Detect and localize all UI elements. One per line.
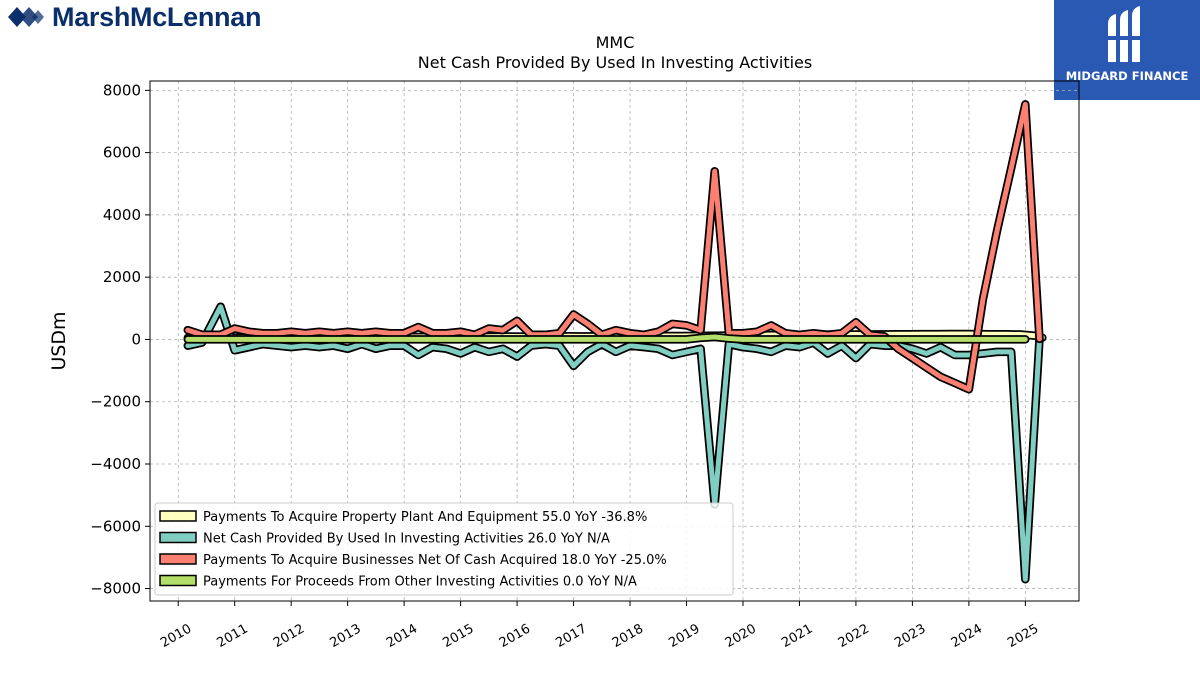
midgard-badge: MIDGARD FINANCE — [1054, 0, 1200, 100]
brand-logo: MarshMcLennan — [6, 2, 261, 32]
chart-subtitle: Net Cash Provided By Used In Investing A… — [418, 53, 812, 72]
x-tick-label: 2022 — [836, 621, 872, 651]
y-tick-label: 6000 — [103, 144, 141, 162]
legend-label: Net Cash Provided By Used In Investing A… — [203, 532, 610, 547]
series-2-line — [185, 101, 1042, 392]
x-tick-label: 2020 — [723, 621, 759, 651]
y-tick-label: 4000 — [103, 206, 141, 224]
x-tick-label: 2016 — [497, 621, 533, 651]
y-tick-label: −6000 — [90, 517, 141, 535]
y-tick-label: −4000 — [90, 455, 141, 473]
y-tick-label: −2000 — [90, 393, 141, 411]
x-tick-label: 2013 — [327, 621, 363, 651]
midgard-name: MIDGARD FINANCE — [1065, 69, 1189, 83]
x-tick-label: 2011 — [215, 621, 251, 651]
legend-swatch — [159, 553, 197, 565]
legend-label: Payments To Acquire Businesses Net Of Ca… — [203, 553, 667, 568]
plot-frame — [149, 80, 1080, 602]
series-lines — [183, 100, 1047, 584]
brand-name: MarshMcLennan — [52, 1, 262, 32]
x-tick-label: 2010 — [158, 621, 194, 651]
series-3-line — [185, 334, 1028, 342]
x-tick-label: 2014 — [384, 621, 420, 651]
y-tick-label: 2000 — [103, 268, 141, 286]
x-tick-label: 2015 — [440, 621, 476, 651]
marshmclennan-logo-icon — [8, 7, 44, 27]
y-tick-label: 0 — [131, 330, 141, 348]
x-tick-label: 2023 — [892, 621, 928, 651]
x-tick-label: 2012 — [271, 621, 307, 651]
y-axis-label: USDm — [48, 311, 70, 370]
x-tick-label: 2021 — [779, 621, 815, 651]
x-axis: 2010 2011 2012 2013 2014 2015 2016 2017 2018 2019… — [158, 601, 1041, 651]
legend: Payments To Acquire Property Plant And E… — [154, 502, 734, 596]
legend-swatch — [159, 574, 197, 587]
y-tick-label: −8000 — [90, 580, 141, 598]
x-tick-label: 2019 — [666, 621, 702, 651]
midgard-logo-icon — [1108, 6, 1140, 62]
x-tick-label: 2025 — [1005, 621, 1041, 651]
legend-label: Payments For Proceeds From Other Investi… — [203, 575, 637, 590]
y-tick-label: 8000 — [103, 81, 141, 99]
x-tick-label: 2024 — [949, 621, 985, 651]
x-tick-label: 2018 — [610, 621, 646, 651]
chart-title: MMC — [596, 33, 635, 52]
legend-box — [154, 502, 734, 596]
legend-label: Payments To Acquire Property Plant And E… — [203, 510, 647, 525]
x-tick-label: 2017 — [553, 621, 589, 651]
legend-swatch — [159, 510, 197, 522]
y-axis: −8000 −6000 −4000 −2000 0 2000 4000 6000 8000 — [90, 81, 150, 598]
legend-swatch — [159, 531, 197, 544]
